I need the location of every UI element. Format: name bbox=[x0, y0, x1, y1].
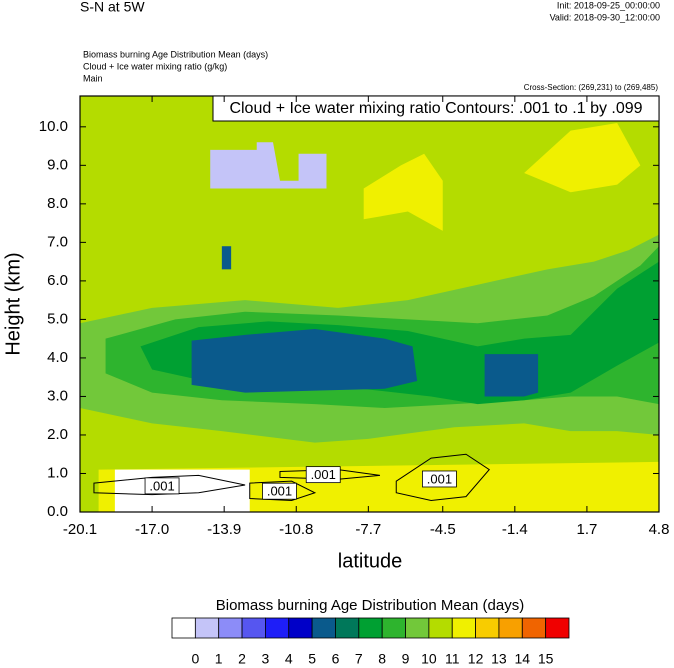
contour-label-box bbox=[305, 466, 341, 484]
y-tick-label: 1.0 bbox=[47, 464, 68, 481]
y-tick-label: 9.0 bbox=[47, 156, 68, 173]
contour-label-box bbox=[262, 482, 297, 500]
x-tick-label: -10.8 bbox=[279, 521, 313, 538]
contour-label-box bbox=[422, 470, 457, 488]
x-tick-label: 1.7 bbox=[576, 521, 597, 538]
field-name: Biomass burning Age Distribution Mean (d… bbox=[83, 49, 268, 59]
info-box bbox=[212, 95, 660, 122]
y-tick-label: 6.0 bbox=[47, 272, 68, 289]
colorbar-box bbox=[288, 617, 313, 639]
filled-region bbox=[524, 122, 641, 193]
colorbar-box bbox=[521, 617, 547, 639]
contour-line bbox=[93, 474, 246, 496]
colorbar-label: 4 bbox=[285, 651, 293, 667]
y-tick-label: 0.0 bbox=[47, 503, 68, 520]
x-tick-label: -13.9 bbox=[207, 521, 241, 538]
contour-label: .001 bbox=[311, 467, 336, 482]
field-name: Cloud + Ice water mixing ratio (g/kg) bbox=[83, 61, 227, 71]
colorbar-box bbox=[405, 617, 430, 639]
filled-region bbox=[484, 354, 539, 397]
colorbar-box bbox=[358, 617, 383, 639]
contour-info: Cloud + Ice water mixing ratio Contours:… bbox=[229, 100, 642, 117]
cross-section: Cross-Section: (269,231) to (269,485) bbox=[524, 83, 659, 92]
y-tick-label: 3.0 bbox=[47, 387, 68, 404]
contour-line bbox=[249, 480, 317, 501]
colorbar-label: 2 bbox=[238, 651, 246, 667]
y-tick-label: 2.0 bbox=[47, 426, 68, 443]
y-axis-label: Height (km) bbox=[2, 252, 24, 355]
fields: .001 .001 .001 .001 bbox=[80, 96, 659, 512]
y-tick-label: 10.0 bbox=[39, 118, 68, 135]
y-tick-label: 5.0 bbox=[47, 310, 68, 327]
x-axis-label: latitude bbox=[338, 550, 403, 572]
colorbar-box bbox=[428, 617, 453, 639]
y-tick-label: 8.0 bbox=[47, 195, 68, 212]
colorbar-label: 8 bbox=[378, 651, 386, 667]
colorbar-label: 6 bbox=[332, 651, 340, 667]
x-tick-label: -7.7 bbox=[355, 521, 381, 538]
init-time: Init: 2018-09-25_00:00:00 bbox=[557, 0, 660, 10]
colorbar-box bbox=[218, 617, 243, 639]
colorbar-label: 1 bbox=[215, 651, 223, 667]
colorbar-label: 3 bbox=[262, 651, 270, 667]
contour-label: .001 bbox=[427, 471, 452, 486]
colorbar-box bbox=[475, 617, 500, 639]
colorbar-box bbox=[265, 617, 290, 639]
field-name: Main bbox=[83, 73, 103, 83]
y-tick-label: 7.0 bbox=[47, 233, 68, 250]
colorbar-label: 13 bbox=[491, 651, 507, 667]
colorbar-label: 15 bbox=[538, 651, 554, 667]
contour-label-box bbox=[144, 477, 180, 495]
colorbar-box bbox=[335, 617, 360, 639]
colorbar-title: Biomass burning Age Distribution Mean (d… bbox=[216, 597, 524, 614]
colorbar-label: 10 bbox=[421, 651, 437, 667]
x-tick-label: -20.1 bbox=[63, 521, 97, 538]
valid-time: Valid: 2018-09-30_12:00:00 bbox=[550, 12, 660, 22]
colorbar-label: 14 bbox=[515, 651, 531, 667]
colorbar-box bbox=[171, 617, 196, 639]
colorbar-label: 11 bbox=[445, 651, 460, 667]
x-tick-label: -4.5 bbox=[430, 521, 456, 538]
filled-region bbox=[221, 246, 232, 270]
colorbar-box bbox=[194, 617, 220, 639]
colorbar-label: 7 bbox=[355, 651, 363, 667]
filled-region bbox=[210, 142, 327, 189]
filled-region bbox=[191, 329, 418, 393]
colorbar-label: 9 bbox=[402, 651, 410, 667]
x-tick-label: -1.4 bbox=[502, 521, 528, 538]
colorbar-label: 5 bbox=[308, 651, 316, 667]
contour-label: .001 bbox=[149, 478, 174, 493]
contour-label: .001 bbox=[267, 484, 292, 499]
x-tick-label: -17.0 bbox=[135, 521, 169, 538]
chart-title: S-N at 5W bbox=[80, 0, 145, 15]
colorbar-box bbox=[241, 617, 266, 639]
colorbar-box bbox=[311, 617, 336, 639]
x-tick-label: 4.8 bbox=[649, 521, 670, 538]
colorbar-box bbox=[498, 617, 523, 639]
colorbar-box bbox=[381, 617, 406, 639]
colorbar-box bbox=[545, 617, 570, 639]
y-tick-label: 4.0 bbox=[47, 349, 68, 366]
filled-region bbox=[363, 153, 443, 231]
colorbar-box bbox=[451, 617, 476, 639]
contour-line bbox=[395, 453, 491, 501]
colorbar-label: 12 bbox=[468, 651, 484, 667]
colorbar-label: 0 bbox=[191, 651, 199, 667]
